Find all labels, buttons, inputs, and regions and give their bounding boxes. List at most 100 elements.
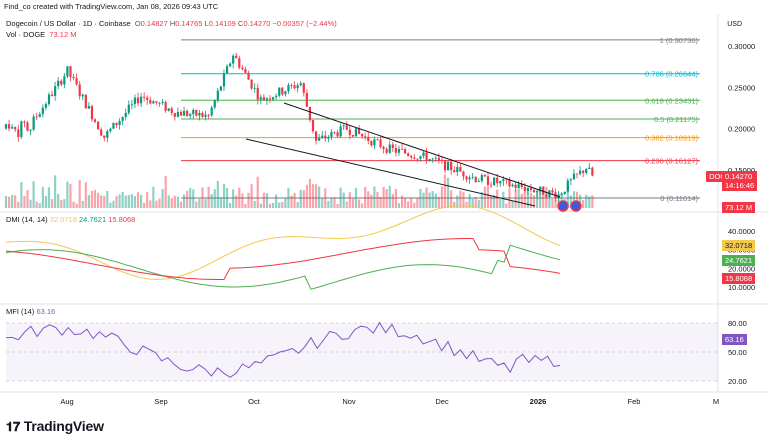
candle-body-33 [106,131,109,138]
currency-label: USD [727,21,742,28]
tradingview-logo[interactable]: 𝟏𝟕 TradingView [6,418,104,435]
candle-body-173 [536,191,539,193]
candle-body-15 [50,94,54,96]
candle-body-9 [32,116,35,130]
volume-bar-66 [207,186,210,208]
candle-body-72 [225,66,229,74]
volume-bar-47 [149,200,152,208]
volume-bar-70 [219,197,222,208]
volume-bar-179 [554,199,557,208]
candle-body-82 [256,87,259,100]
volume-bar-99 [308,178,312,208]
candle-body-42 [133,97,137,104]
candle-body-149 [462,171,465,177]
candle-body-25 [81,94,84,97]
volume-bar-55 [173,195,176,208]
volume-bar-86 [268,203,272,208]
volume-bar-2 [11,195,14,208]
volume-bar-92 [287,187,290,208]
volume-bar-162 [502,191,505,208]
candle-body-4 [17,129,20,138]
volume-bar-105 [327,200,330,208]
candle-body-125 [388,144,391,153]
change-value: −0.00357 (−2.44%) [272,19,337,28]
volume-bar-3 [14,195,17,208]
candle-body-49 [155,101,158,103]
volume-bar-8 [29,199,32,208]
adx-badge: 32.0718 [722,240,756,251]
volume-bar-51 [161,189,164,208]
candle-body-19 [63,76,66,85]
volume-bar-87 [271,202,275,208]
candle-body-58 [182,110,186,116]
candle-body-150 [465,176,468,180]
candle-body-0 [4,124,8,129]
volume-bar-10 [35,201,38,208]
time-tick-5: 2026 [530,397,547,406]
volume-bar-119 [370,194,373,208]
volume-bar-15 [50,199,54,208]
candle-body-133 [413,157,416,159]
candle-body-22 [72,76,75,79]
volume-bar-107 [333,197,336,208]
volume-bar-65 [204,199,207,208]
candle-body-52 [164,102,167,111]
volume-legend: Vol · DOGE 73.12 M [6,30,76,39]
candle-body-190 [588,167,591,170]
candle-body-130 [404,149,407,154]
volume-bar-186 [575,191,579,208]
volume-bar-97 [302,190,305,208]
candle-body-62 [195,109,198,116]
volume-bar-71 [222,183,226,208]
volume-bar-134 [416,198,419,208]
fib-label-0: 1 (0.30736) [660,36,699,45]
candle-body-187 [578,170,582,174]
volume-bar-103 [321,198,324,208]
candle-body-64 [201,112,204,117]
candle-body-84 [262,97,265,101]
volume-bar-34 [109,202,112,208]
candle-body-183 [566,180,569,192]
volume-bar-169 [523,191,526,208]
candle-body-30 [97,121,100,130]
dmi-label[interactable]: DMI (14, 14) [6,215,48,224]
volume-bar-125 [388,185,391,208]
candle-body-101 [314,131,318,141]
candle-body-184 [569,179,572,181]
volume-bar-100 [311,184,315,208]
volume-bar-145 [450,190,453,208]
candle-body-51 [161,102,164,104]
candle-body-91 [284,91,287,95]
volume-bar-58 [182,194,186,208]
candle-body-109 [339,126,342,137]
mfi-legend: MFI (14) 63.16 [6,307,55,316]
candle-body-88 [275,95,278,98]
candle-body-43 [136,97,140,104]
candle-body-185 [572,173,576,180]
volume-bar-101 [314,184,318,208]
mfi-label[interactable]: MFI (14) [6,307,35,316]
volume-bar-124 [385,189,388,208]
candle-body-31 [100,129,103,136]
candle-body-182 [563,191,566,195]
fib-label-5: 0.236 (0.16127) [645,157,698,166]
candle-body-60 [189,114,192,116]
volume-bar-109 [339,187,342,208]
candle-body-3 [14,127,17,130]
volume-bar-33 [106,191,109,208]
candle-body-126 [391,144,394,149]
volume-bar-171 [529,192,533,208]
candle-body-117 [364,136,367,138]
candle-body-96 [299,83,302,86]
candle-body-85 [265,98,269,101]
mfi-tick-0: 80.00 [728,319,747,328]
volume-bar-36 [115,196,118,208]
candle-body-77 [241,67,244,70]
volume-bar-191 [591,195,594,208]
volume-bar-81 [253,200,256,208]
candle-body-141 [437,157,440,161]
dmi-plus-value: 24.7621 [79,215,107,224]
symbol-title[interactable]: Dogecoin / US Dollar · 1D · Coinbase [6,19,131,28]
candle-body-122 [379,139,382,147]
